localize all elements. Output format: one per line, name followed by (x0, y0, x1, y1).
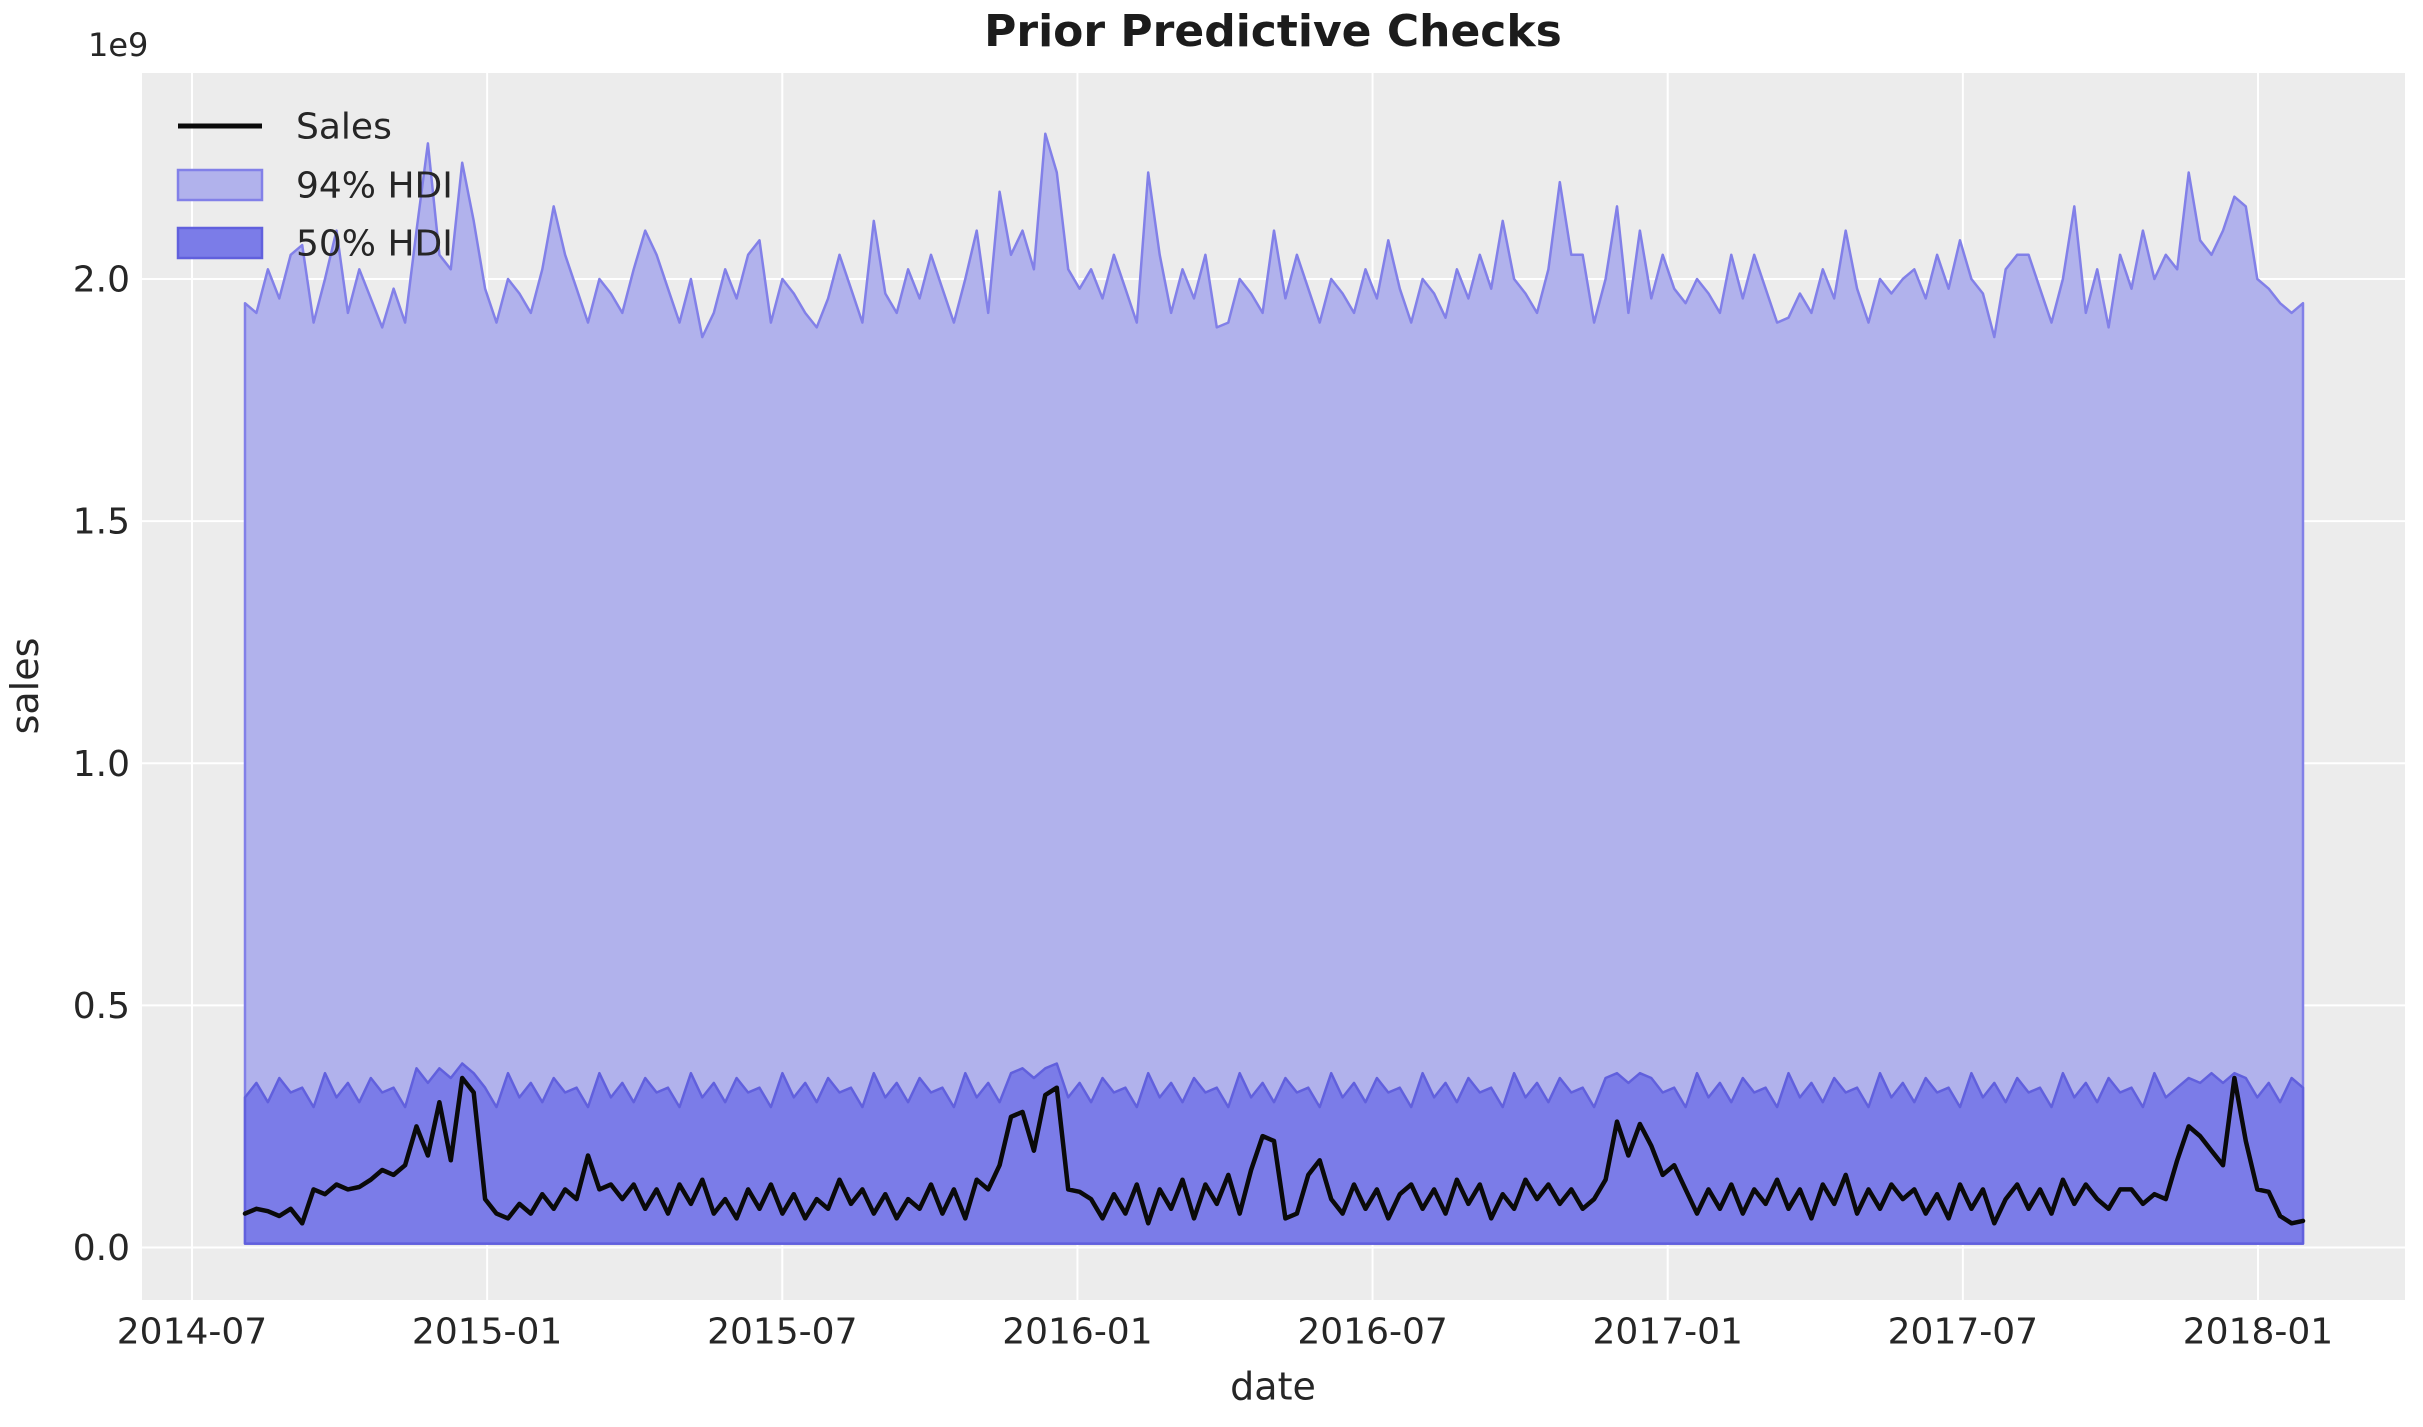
y-tick-label: 1.5 (73, 502, 130, 543)
sales-line (242, 1075, 2306, 1226)
legend: Sales 94% HDI 50% HDI (176, 107, 453, 265)
y-tick-label: 0.5 (73, 986, 130, 1027)
x-tick-label: 2014-07 (117, 1312, 267, 1353)
x-tick-label: 2017-01 (1593, 1312, 1743, 1353)
y-axis-offset-label: 1e9 (88, 26, 148, 64)
x-tick-label: 2017-07 (1888, 1312, 2038, 1353)
x-tick-label: 2016-01 (1002, 1312, 1152, 1353)
x-axis-tick-labels: 2014-07 2015-01 2015-07 2016-01 2016-07 2017-… (117, 1312, 2333, 1353)
x-tick-label: 2015-07 (707, 1312, 857, 1353)
y-tick-label: 1.0 (73, 744, 130, 785)
hdi94-band (243, 132, 2305, 1245)
legend-50-hdi-swatch (176, 226, 264, 260)
legend-50-hdi-label: 50% HDI (296, 224, 453, 265)
x-axis-label: date (1230, 1364, 1316, 1408)
y-axis-label: sales (3, 638, 47, 735)
legend-94-hdi-label: 94% HDI (296, 166, 453, 207)
legend-sales-label: Sales (296, 107, 392, 148)
y-tick-label: 0.0 (73, 1228, 130, 1269)
x-tick-label: 2016-07 (1297, 1312, 1447, 1353)
legend-94-hdi-swatch (176, 168, 264, 202)
y-axis-tick-labels: 0.0 0.5 1.0 1.5 2.0 (73, 260, 130, 1269)
x-tick-label: 2018-01 (2183, 1312, 2333, 1353)
x-tick-label: 2015-01 (412, 1312, 562, 1353)
y-tick-label: 2.0 (73, 260, 130, 301)
chart-title: Prior Predictive Checks (984, 6, 1562, 57)
